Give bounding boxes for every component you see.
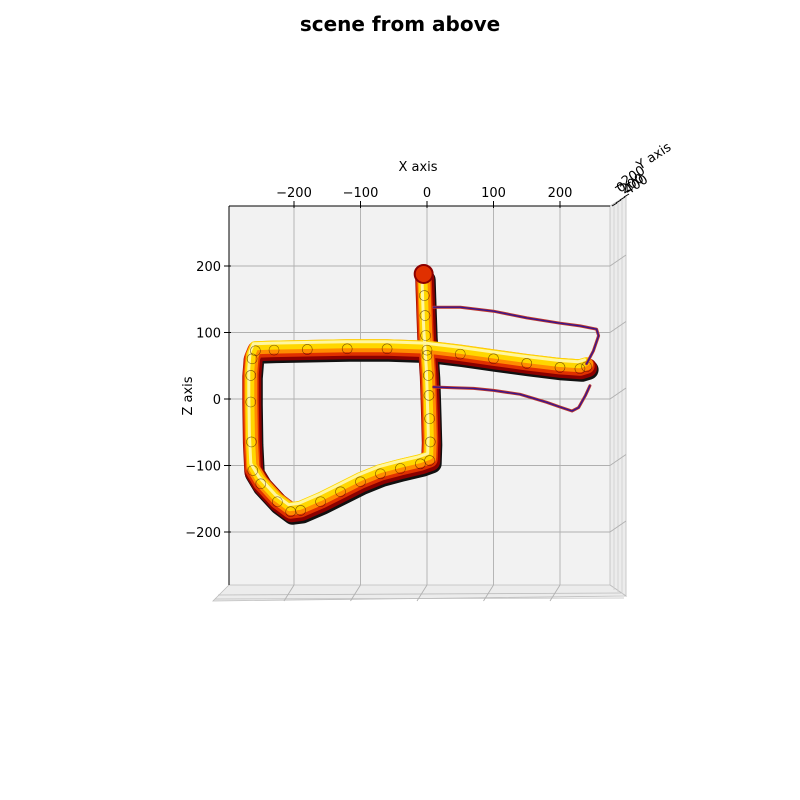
- series-2-line: [432, 385, 591, 412]
- series-0-point: [554, 362, 566, 373]
- chart-title: scene from above: [299, 12, 501, 36]
- chart-grid: [229, 206, 627, 602]
- x-axis-label: X axis: [398, 160, 437, 175]
- z-gridline-side: [609, 520, 627, 533]
- z-gridline-side: [609, 321, 627, 333]
- series-0-point: [255, 478, 267, 490]
- series-0-point: [424, 413, 435, 424]
- series-0-point: [315, 496, 326, 508]
- series-0-point: [381, 343, 393, 355]
- x-gridline-floor: [416, 584, 428, 602]
- series-0-trail-layer-5: [247, 268, 587, 507]
- series-0-point: [246, 436, 257, 448]
- series-0-point: [355, 476, 366, 488]
- x-tick-label: 200: [548, 186, 573, 201]
- x-tick-label: −100: [343, 186, 379, 201]
- y-axis-label: Y axis: [633, 140, 674, 174]
- y-tick-mark: [623, 193, 630, 198]
- series-0-point: [301, 344, 313, 355]
- z-tick-label: −100: [185, 460, 221, 475]
- series-0-point: [423, 390, 435, 401]
- series-0-point: [245, 396, 257, 408]
- series-0-point: [574, 363, 586, 375]
- z-tick-label: 100: [196, 327, 221, 342]
- z-gridline-side: [609, 254, 627, 267]
- series-0-point: [285, 506, 296, 518]
- series-0-point: [247, 465, 259, 476]
- series-0-start-marker: [413, 263, 434, 284]
- series-1-line: [432, 306, 600, 365]
- series-0-point: [488, 353, 499, 365]
- x-gridline-floor: [549, 584, 561, 602]
- series-0-point: [521, 358, 533, 369]
- series-0-point: [423, 370, 434, 381]
- series-0-point: [268, 344, 280, 356]
- series-0-point: [272, 496, 283, 508]
- z-gridline-side: [609, 454, 627, 466]
- y-tick-mark: [619, 196, 626, 201]
- series-0-point: [419, 290, 430, 301]
- x-tick-label: −200: [276, 186, 312, 201]
- series-0-point: [395, 463, 406, 474]
- z-tick-label: 200: [196, 260, 221, 275]
- series-0-point: [245, 370, 257, 381]
- z-axis-label: Z axis: [181, 376, 196, 415]
- series-0-point: [420, 330, 431, 341]
- series-0-point: [419, 310, 431, 321]
- series-0-point: [335, 486, 346, 498]
- chart-pane: [212, 195, 628, 602]
- chart-series: [242, 263, 601, 525]
- series-0-point: [250, 345, 261, 357]
- z-gridline-side: [609, 387, 627, 400]
- x-tick-label: 0: [423, 186, 431, 201]
- series-0-point: [425, 436, 436, 448]
- series-0-point: [246, 353, 258, 365]
- y-tick-mark: [615, 199, 622, 204]
- y-tick-mark: [611, 202, 618, 207]
- z-tick-label: 0: [213, 393, 221, 408]
- x-gridline-floor: [483, 584, 494, 602]
- chart-axes: −200 −100 0 100 2002001000−100−200−200020040…: [185, 163, 651, 541]
- x-gridline-floor: [283, 584, 295, 602]
- x-gridline-floor: [350, 584, 361, 602]
- series-0-point: [421, 344, 433, 356]
- series-0-point: [454, 348, 466, 360]
- series-0-point: [424, 455, 435, 466]
- series-0-point: [415, 458, 426, 470]
- z-tick-label: −200: [185, 526, 221, 541]
- series-0-point: [421, 350, 433, 361]
- x-tick-label: 100: [481, 186, 506, 201]
- series-0-point: [375, 468, 386, 480]
- series-0-point: [341, 343, 353, 355]
